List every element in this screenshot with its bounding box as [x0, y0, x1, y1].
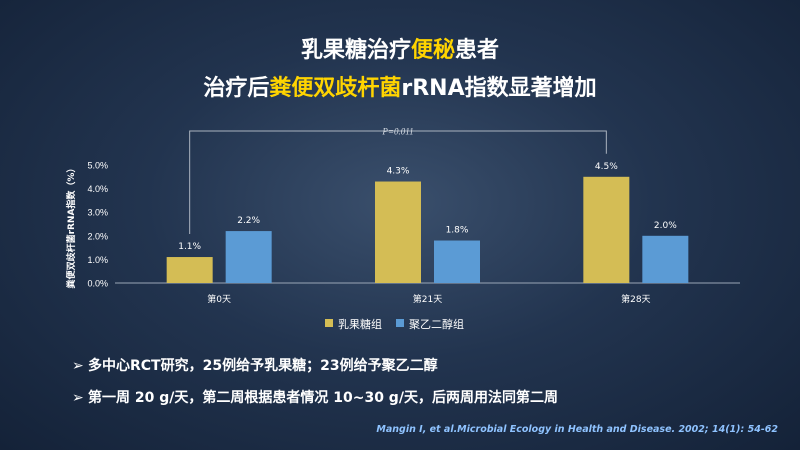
- bullet-arrow-icon: ➢: [72, 390, 84, 406]
- bar: [434, 240, 480, 283]
- legend-label: 聚乙二醇组: [409, 317, 464, 331]
- bullet-text-1: 多中心RCT研究，25例给予乳果糖；23例给予聚乙二醇: [88, 358, 438, 374]
- y-tick-label: 3.0%: [87, 208, 108, 218]
- bullet-text-2: 第一周 20 g/天，第二周根据患者情况 10~30 g/天，后两周用法同第二周: [88, 390, 558, 406]
- slide-title-line-2: 治疗后粪便双歧杆菌rRNA指数显著增加: [0, 70, 800, 102]
- significance-bracket: [189, 130, 607, 235]
- title-line2-pre: 治疗后: [203, 76, 270, 101]
- legend-label: 乳果糖组: [338, 317, 382, 331]
- legend-swatch: [396, 319, 404, 327]
- slide-title-line-1: 乳果糖治疗便秘患者: [0, 32, 800, 64]
- bullet-item-2: ➢ 第一周 20 g/天，第二周根据患者情况 10~30 g/天，后两周用法同第二…: [72, 387, 558, 407]
- title-line2-highlight: 粪便双歧杆菌: [269, 76, 402, 101]
- y-axis-label: 粪便双歧杆菌rRNA指数（%）: [65, 164, 77, 289]
- title-line2-post: rRNA指数显著增加: [401, 76, 597, 101]
- x-tick-label: 第21天: [413, 293, 442, 305]
- citation: Mangin I, et al.Microbial Ecology in Hea…: [376, 424, 778, 435]
- legend-swatch: [325, 319, 333, 327]
- y-tick-label: 5.0%: [87, 161, 108, 171]
- x-tick-label: 第28天: [621, 293, 650, 305]
- title-line1-post: 患者: [455, 38, 500, 63]
- bar: [225, 231, 272, 283]
- title-line1-pre: 乳果糖治疗: [300, 38, 411, 63]
- data-label: 4.3%: [387, 167, 410, 177]
- bar: [375, 181, 421, 283]
- data-label: 2.0%: [654, 221, 677, 231]
- x-tick-label: 第0天: [207, 293, 231, 305]
- y-tick-label: 1.0%: [87, 255, 108, 265]
- data-label: 2.2%: [237, 216, 260, 226]
- p-value-annotation: P=0.011: [381, 127, 413, 137]
- bar: [166, 257, 213, 283]
- y-tick-label: 2.0%: [87, 231, 108, 241]
- y-tick-label: 4.0%: [87, 184, 108, 194]
- data-label: 4.5%: [595, 162, 618, 172]
- bullet-item-1: ➢ 多中心RCT研究，25例给予乳果糖；23例给予聚乙二醇: [72, 355, 438, 375]
- bullet-arrow-icon: ➢: [72, 358, 84, 374]
- bar: [642, 235, 689, 283]
- data-label: 1.8%: [446, 226, 469, 236]
- bar: [583, 176, 630, 283]
- data-label: 1.1%: [178, 242, 201, 252]
- title-line1-highlight: 便秘: [410, 38, 455, 63]
- y-tick-label: 0.0%: [87, 279, 108, 289]
